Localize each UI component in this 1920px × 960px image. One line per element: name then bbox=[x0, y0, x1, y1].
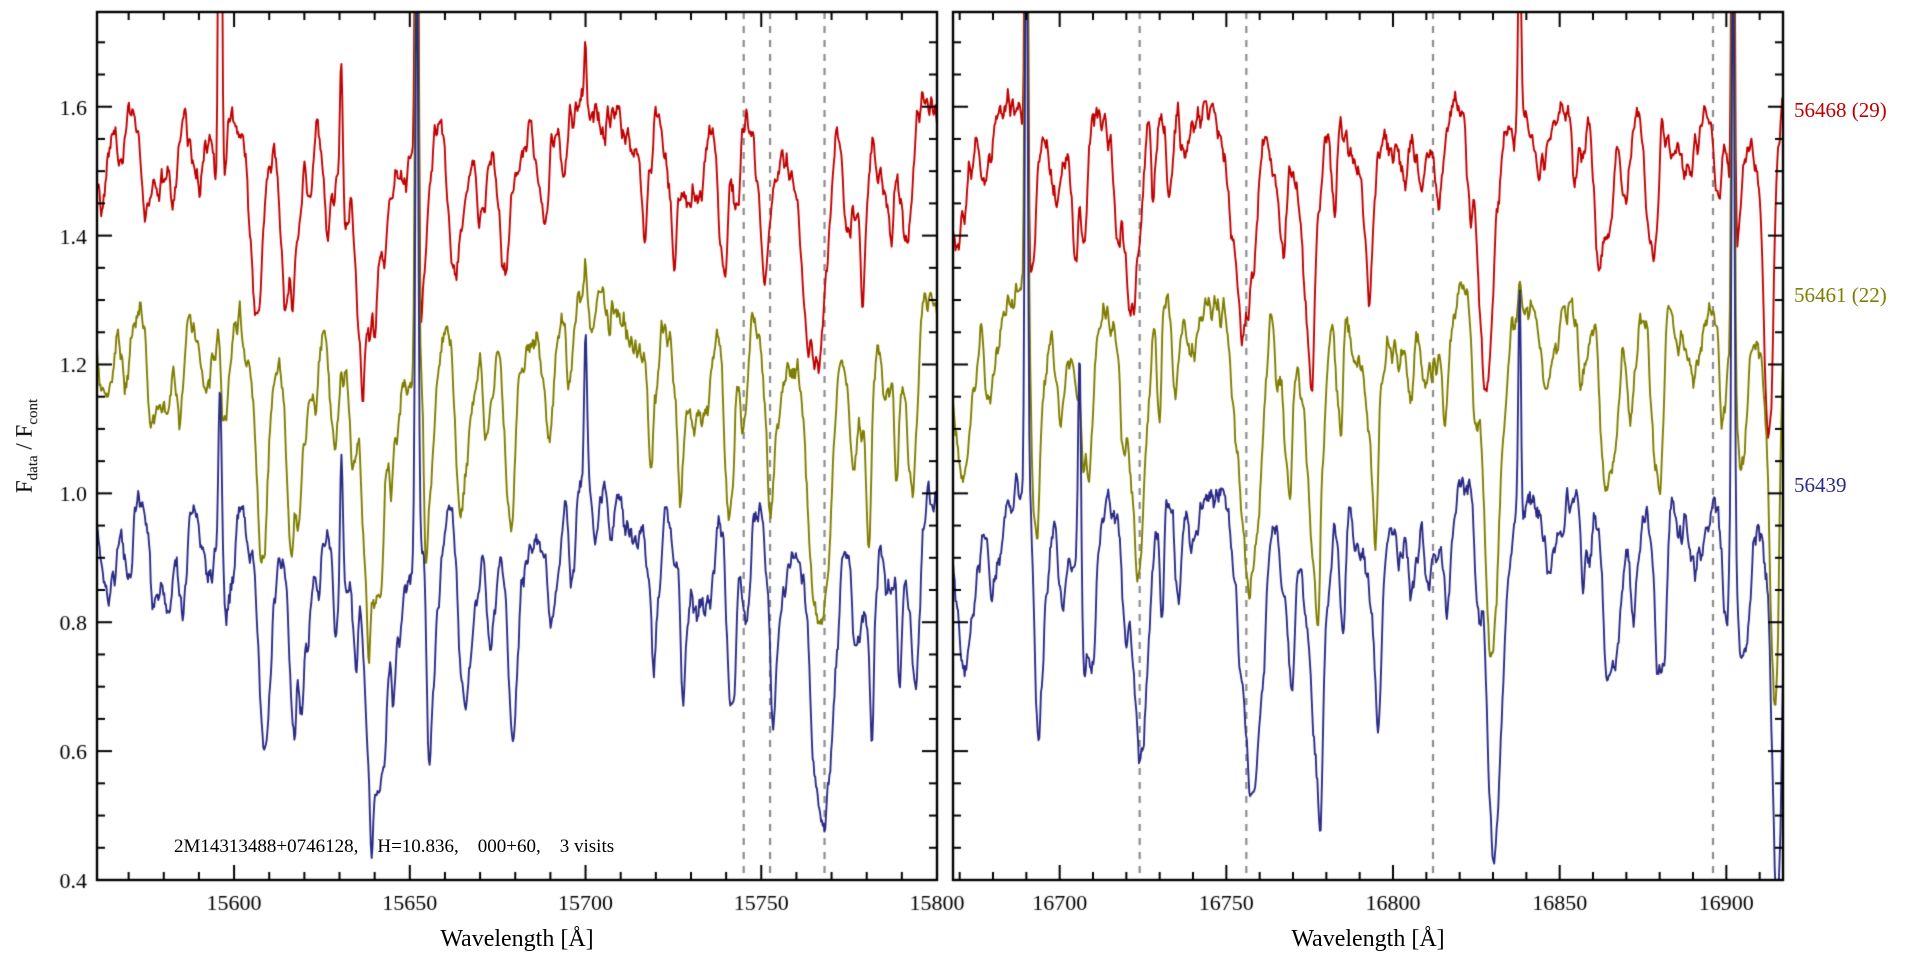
y-axis-label-sub1: data bbox=[25, 455, 42, 481]
series-label-56439: 56439 bbox=[1794, 473, 1847, 497]
y-axis-label-f2: / F bbox=[11, 424, 37, 456]
y-axis-label-sub2: cont bbox=[25, 398, 42, 425]
target-annotation: 2M14313488+0746128, H=10.836, 000+60, 3 … bbox=[174, 836, 615, 857]
x-axis-label-right-panel: Wavelength [Å] bbox=[1291, 926, 1445, 952]
y-axis-label: Fdata / Fcont bbox=[12, 399, 43, 493]
x-axis-label-left-panel: Wavelength [Å] bbox=[440, 926, 594, 952]
series-label-56468: 56468 (29) bbox=[1794, 98, 1887, 122]
series-label-56461: 56461 (22) bbox=[1794, 283, 1887, 307]
y-axis-label-f1: F bbox=[11, 480, 37, 494]
